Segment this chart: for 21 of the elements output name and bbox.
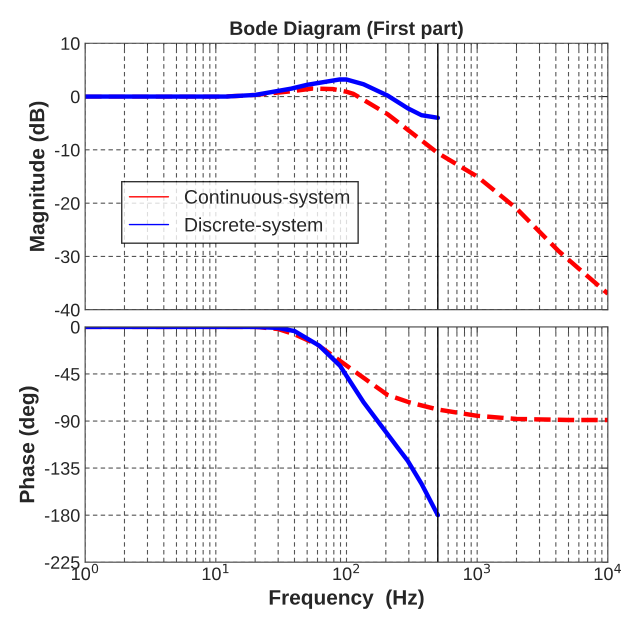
y-tick-label: -30 xyxy=(54,250,80,264)
y-tick-label: 10 xyxy=(62,37,80,50)
y-tick-label: -180 xyxy=(44,509,80,522)
y-axis-title: Phase (deg) xyxy=(19,386,39,502)
y-axis-title: Magnitude (dB) xyxy=(29,102,49,251)
y-tick-label: -20 xyxy=(54,197,80,210)
chart-title: Bode Diagram (First part) xyxy=(230,20,463,40)
x-tick-label: 10$^{2}$ xyxy=(333,564,360,580)
legend-label: Discrete-system xyxy=(186,217,322,236)
x-axis-title: Frequency (Hz) xyxy=(270,589,424,609)
y-tick-label: -135 xyxy=(44,462,80,475)
x-tick-label: 10$^{3}$ xyxy=(464,564,490,580)
y-tick-label: -40 xyxy=(54,304,80,316)
y-tick-label: 0 xyxy=(70,320,80,334)
x-tick-label: 10$^{4}$ xyxy=(594,564,621,580)
y-tick-label: -45 xyxy=(54,368,80,381)
x-tick-label: 10$^{1}$ xyxy=(202,564,228,580)
y-tick-label: -10 xyxy=(54,144,80,157)
y-tick-label: -90 xyxy=(54,414,80,428)
legend-label: Continuous-system xyxy=(184,189,350,208)
y-tick-label: 0 xyxy=(70,90,80,104)
